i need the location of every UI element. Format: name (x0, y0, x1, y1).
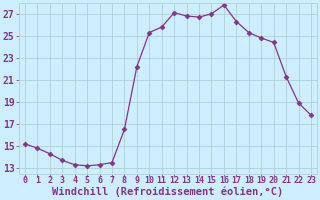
X-axis label: Windchill (Refroidissement éolien,°C): Windchill (Refroidissement éolien,°C) (52, 187, 284, 197)
